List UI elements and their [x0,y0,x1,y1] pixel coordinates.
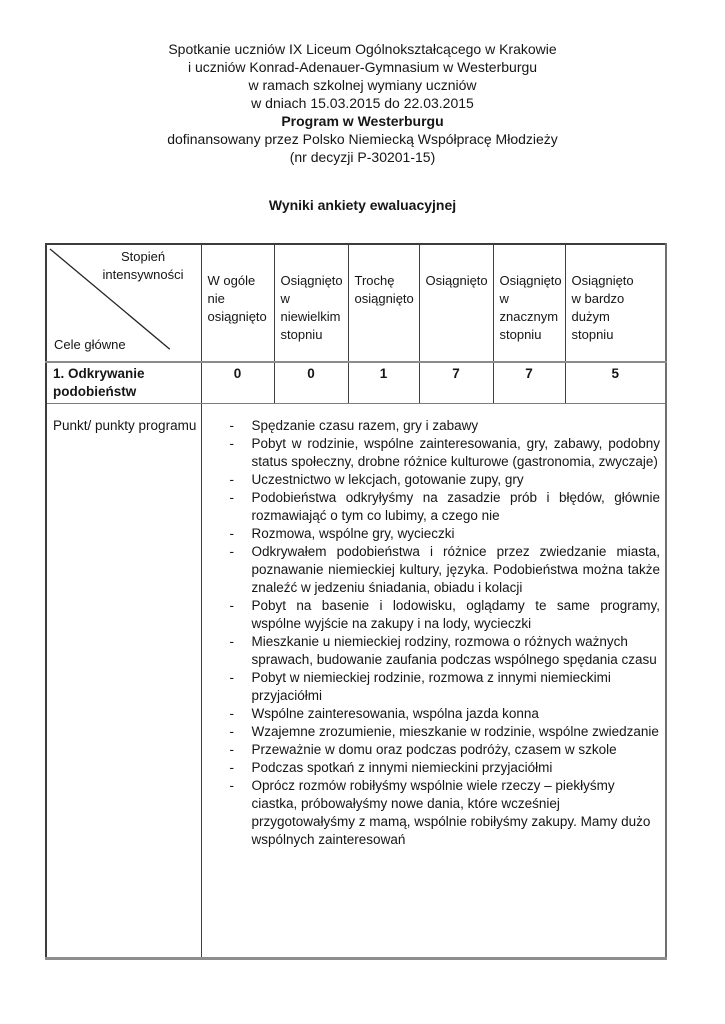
program-item: - Uczestnictwo w lekcjach, gotowanie zupy… [202,471,660,489]
program-item: - Spędzanie czasu razem, gry i zabawy [202,417,660,435]
program-item-text: Wspólne zainteresowania, wspólna jazda k… [251,705,539,721]
goal-value: 7 [418,361,494,404]
program-item-text: Rozmowa, wspólne gry, wycieczki [251,525,455,541]
column-header: Osiągnięto w znacznym stopniu [492,243,566,363]
title-line-program: Program w Westerburgu [281,113,444,129]
goal-value: 1 [347,361,420,404]
title-line: w dniach 15.03.2015 do 22.03.2015 [251,95,474,111]
dash-marker: - [229,633,235,649]
program-item-text: Podczas spotkań z innymi niemieckini prz… [251,759,553,775]
goal-value: 0 [200,361,275,404]
program-item-text: Spędzanie czasu razem, gry i zabawy [251,417,479,433]
results-table: Stopień intensywności Cele główne W ogól… [45,243,667,960]
program-item: - Pobyt w rodzinie, wspólne zainteresowan… [202,435,661,471]
program-item: - Pobyt na basenie i lodowisku, oglądamy … [202,597,661,633]
dash-marker: - [229,435,235,451]
program-item-text: Uczestnictwo w lekcjach, gotowanie zupy,… [251,471,524,487]
dash-marker: - [229,543,235,559]
program-item-text: Pobyt na basenie i lodowisku, oglądamy t… [251,597,661,631]
column-header: Osiągnięto w bardzo dużym stopniu [564,243,667,363]
column-header: W ogóle nie osiągnięto [200,243,275,363]
program-item-text: Podobieństwa odkryłyśmy na zasadzie prób… [251,489,661,523]
program-item: - Mieszkanie u niemieckiej rodziny, rozmo… [202,633,660,669]
column-header: Trochę osiągnięto [347,243,420,363]
title-line: (nr decyzji P-30201-15) [289,149,436,165]
program-item-text: Mieszkanie u niemieckiej rodziny, rozmow… [251,633,657,667]
program-row: Punkt/ punkty programu - Spędzanie czasu … [45,402,667,959]
dash-marker: - [229,705,235,721]
dash-marker: - [229,525,235,541]
program-item: - Podobieństwa odkryłyśmy na zasadzie pró… [202,489,661,525]
goal-row: 1. Odkrywanie podobieństw 0 0 1 7 7 5 [45,361,667,404]
dash-marker: - [229,669,235,685]
program-item-text: Wzajemne zrozumienie, mieszkanie w rodzi… [251,723,659,739]
program-item-text: Pobyt w rodzinie, wspólne zainteresowani… [251,435,661,469]
dash-marker: - [229,723,235,739]
title-line: dofinansowany przez Polsko Niemiecką Wsp… [167,131,558,147]
program-item: - Odkrywałem podobieństwa i różnice przez… [202,543,661,597]
program-items-cell: - Spędzanie czasu razem, gry i zabawy - Po… [200,402,667,959]
dash-marker: - [229,597,235,613]
dash-marker: - [229,741,235,757]
corner-cell: Stopień intensywności Cele główne [45,243,202,363]
table-header-row: Stopień intensywności Cele główne W ogól… [45,243,667,363]
program-item-text: Przeważnie w domu oraz podczas podróży, … [251,741,617,757]
program-item-text: Odkrywałem podobieństwa i różnice przez … [251,543,661,595]
title-line: Spotkanie uczniów IX Liceum Ogólnokształ… [168,41,557,57]
goals-axis-label: Cele główne [54,337,126,352]
section-heading: Wyniki ankiety ewaluacyjnej [268,197,457,213]
column-header: Osiągnięto [418,243,494,363]
document-title: Spotkanie uczniów IX Liceum Ogólnokształ… [0,40,725,166]
dash-marker: - [229,489,235,505]
intensity-axis-label: Stopień intensywności [102,249,184,282]
goal-row-label: 1. Odkrywanie podobieństw [45,361,202,404]
program-item-text: Pobyt w niemieckiej rodzinie, rozmowa z … [251,669,611,703]
title-line: i uczniów Konrad-Adenauer-Gymnasium w We… [187,59,538,75]
program-item: - Wspólne zainteresowania, wspólna jazda … [202,705,660,723]
program-item: - Przeważnie w domu oraz podczas podróży,… [202,741,660,759]
program-item: - Rozmowa, wspólne gry, wycieczki [202,525,660,543]
program-item: - Oprócz rozmów robiłyśmy wspólnie wiele … [202,777,660,849]
dash-marker: - [229,417,235,433]
program-item: - Pobyt w niemieckiej rodzinie, rozmowa z… [202,669,660,705]
goal-value: 7 [492,361,566,404]
title-line: w ramach szkolnej wymiany uczniów [248,77,477,93]
dash-marker: - [229,471,235,487]
column-header: Osiągnięto w niewielkim stopniu [273,243,349,363]
goal-value: 0 [273,361,349,404]
diagonal-line-icon [49,248,171,350]
goal-value: 5 [564,361,667,404]
program-item: - Wzajemne zrozumienie, mieszkanie w rodz… [202,723,660,741]
dash-marker: - [229,759,235,775]
program-item: - Podczas spotkań z innymi niemieckini pr… [202,759,660,777]
program-row-label: Punkt/ punkty programu [45,402,202,959]
dash-marker: - [229,777,235,793]
program-item-text: Oprócz rozmów robiłyśmy wspólnie wiele r… [251,777,651,847]
